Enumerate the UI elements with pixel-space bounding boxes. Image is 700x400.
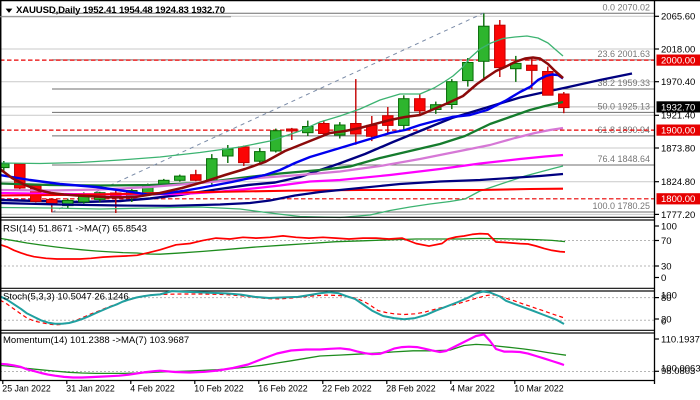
svg-text:22 Feb 2022: 22 Feb 2022 [322, 383, 372, 393]
svg-text:1921.40: 1921.40 [661, 111, 695, 122]
svg-text:10 Mar 2022: 10 Mar 2022 [514, 383, 563, 393]
svg-text:100: 100 [661, 291, 677, 302]
svg-text:2065.60: 2065.60 [661, 12, 695, 23]
svg-text:70: 70 [661, 236, 672, 247]
svg-text:38.2 1959.33: 38.2 1959.33 [597, 78, 650, 88]
svg-text:31 Jan 2022: 31 Jan 2022 [66, 383, 115, 393]
svg-text:0: 0 [661, 317, 666, 328]
svg-text:Stoch(5,3,3) 10.5047 26.1246: Stoch(5,3,3) 10.5047 26.1246 [3, 292, 129, 303]
svg-text:0.0 2070.02: 0.0 2070.02 [602, 2, 650, 12]
svg-text:1824.80: 1824.80 [661, 177, 695, 188]
svg-text:50.0 1925.13: 50.0 1925.13 [597, 102, 650, 112]
svg-text:1932.70: 1932.70 [661, 102, 695, 113]
svg-text:RSI(14) 51.8671 ->MA(7) 65.85: RSI(14) 51.8671 ->MA(7) 65.8543 [3, 223, 147, 234]
svg-text:23.6 2001.63: 23.6 2001.63 [597, 49, 650, 59]
svg-text:100.0063: 100.0063 [661, 364, 700, 375]
svg-text:16 Feb 2022: 16 Feb 2022 [258, 383, 308, 393]
svg-text:XAUUSD,Daily 1952.41 1954.48: XAUUSD,Daily 1952.41 1954.48 1924.83 193… [16, 5, 225, 16]
svg-text:30: 30 [661, 261, 672, 272]
svg-text:2000.00: 2000.00 [661, 56, 695, 67]
svg-text:20: 20 [661, 314, 672, 325]
svg-text:1900.00: 1900.00 [661, 126, 695, 137]
svg-text:110.1937: 110.1937 [661, 334, 700, 345]
svg-text:25 Jan 2022: 25 Jan 2022 [2, 383, 51, 393]
svg-text:4 Feb 2022: 4 Feb 2022 [130, 383, 175, 393]
svg-text:76.4 1848.64: 76.4 1848.64 [597, 154, 650, 164]
svg-text:100: 100 [661, 221, 677, 232]
svg-text:4 Mar 2022: 4 Mar 2022 [450, 383, 495, 393]
svg-text:2018.00: 2018.00 [661, 44, 695, 55]
svg-text:100.0 1780.25: 100.0 1780.25 [592, 201, 650, 211]
svg-text:0: 0 [661, 273, 666, 284]
svg-text:10 Feb 2022: 10 Feb 2022 [194, 383, 244, 393]
svg-text:1873.80: 1873.80 [661, 143, 695, 154]
svg-text:80: 80 [661, 293, 672, 304]
svg-text:98.0803: 98.0803 [661, 366, 695, 377]
svg-text:Momentum(14) 101.2388 ->MA(7): Momentum(14) 101.2388 ->MA(7) 103.9687 [3, 335, 189, 346]
svg-text:28 Feb 2022: 28 Feb 2022 [386, 383, 436, 393]
svg-text:1800.00: 1800.00 [661, 194, 695, 205]
svg-text:1777.20: 1777.20 [661, 210, 695, 221]
svg-text:1970.40: 1970.40 [661, 77, 695, 88]
